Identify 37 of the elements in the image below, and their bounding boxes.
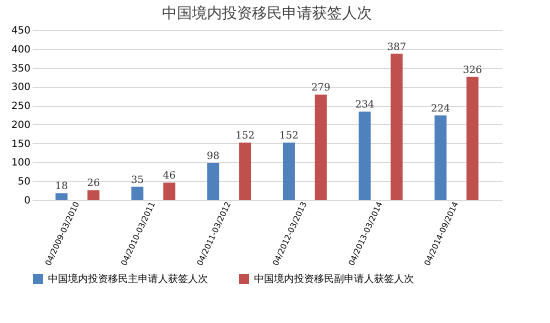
data-label: 279 <box>311 82 330 94</box>
y-tick-label: 350 <box>11 63 30 74</box>
chart-title: 中国境内投资移民申请获签人次 <box>162 4 372 22</box>
data-label: 234 <box>355 100 374 111</box>
data-label: 46 <box>162 170 176 182</box>
y-tick-label: 250 <box>11 101 30 112</box>
data-label: 26 <box>87 178 100 190</box>
y-tick-label: 300 <box>11 82 30 94</box>
data-label: 326 <box>462 64 482 76</box>
legend-label: 中国境内投资移民副申请人获签人次 <box>254 273 414 285</box>
y-tick-label: 400 <box>11 44 30 56</box>
data-label: 224 <box>431 103 450 114</box>
y-tick-label: 50 <box>18 176 30 188</box>
data-label: 98 <box>206 150 220 162</box>
bar <box>358 112 371 200</box>
y-tick-label: 450 <box>11 26 30 36</box>
legend-label: 中国境内投资移民主申请人获签人次 <box>48 273 208 285</box>
bar <box>390 54 403 200</box>
data-label: 152 <box>236 130 255 142</box>
data-label: 18 <box>55 181 68 192</box>
bar <box>87 190 100 200</box>
y-tick-label: 200 <box>11 120 30 131</box>
bar <box>434 115 447 200</box>
bar <box>163 182 176 200</box>
bar <box>207 162 220 200</box>
bar <box>314 94 327 200</box>
bar <box>466 76 478 200</box>
y-tick-label: 100 <box>11 158 30 169</box>
data-label: 152 <box>279 130 298 142</box>
y-tick-label: 150 <box>11 138 30 150</box>
bar <box>239 142 252 200</box>
data-label: 387 <box>387 42 406 53</box>
bar <box>131 186 144 200</box>
bar <box>282 142 295 200</box>
bar <box>56 193 68 200</box>
data-label: 35 <box>130 174 144 186</box>
y-tick-label: 0 <box>24 196 30 206</box>
